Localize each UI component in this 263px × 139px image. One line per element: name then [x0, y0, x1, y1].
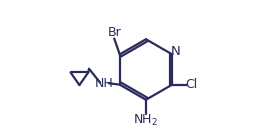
- Text: NH$_2$: NH$_2$: [133, 113, 158, 128]
- Text: Cl: Cl: [186, 78, 198, 91]
- Text: NH: NH: [95, 77, 114, 90]
- Text: N: N: [171, 45, 181, 58]
- Text: Br: Br: [107, 26, 121, 39]
